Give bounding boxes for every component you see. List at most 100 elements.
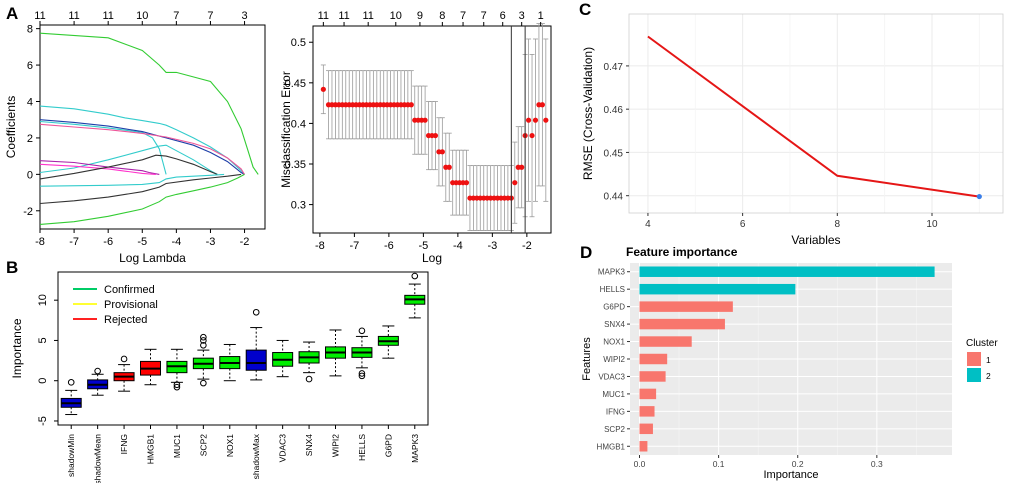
cv-error-point	[432, 132, 439, 139]
x-tick-label: 8	[835, 219, 841, 230]
y-tick-label: SCP2	[604, 425, 625, 434]
x-tick-label: VDAC3	[278, 434, 288, 463]
y-tick-label: 0.5	[291, 37, 306, 49]
coefficient-path-scp2	[39, 173, 225, 187]
cv-error-point	[320, 86, 326, 92]
coefficient-path-vdac3	[39, 160, 160, 175]
boruta-importance-boxplot: shadowMin shadowMean IFNG HMGB1 MUC1 SCP2 NOX1…	[10, 271, 429, 483]
x-tick-label: shadowMin	[66, 434, 76, 477]
y-tick-label: 0.46	[604, 105, 624, 116]
optimal-point	[976, 193, 982, 200]
x-tick-label: -6	[384, 240, 394, 252]
x-tick-label: SCP2	[198, 434, 208, 456]
y-axis-title: Importance	[10, 318, 24, 378]
top-axis-label: 11	[68, 10, 79, 22]
y-tick-label: 0.35	[285, 159, 306, 171]
y-tick-label: MAPK3	[598, 268, 626, 277]
x-tick-label: -8	[315, 240, 325, 252]
x-tick-label: -2	[240, 236, 250, 248]
x-axis-title: Importance	[763, 469, 818, 481]
cv-error-point	[463, 180, 470, 186]
legend-swatch-cluster-1	[967, 352, 981, 366]
lasso-cv-error-plot: -8 -7 -6 -5 -4 -3 -2 0.3 0.35 0.4 0.45 0.5 11 11 11 10 9…	[279, 10, 552, 265]
y-axis-title: Features	[581, 337, 593, 381]
cv-error-point	[529, 132, 535, 139]
importance-bar-nox1	[639, 336, 692, 347]
top-axis-label: 11	[34, 10, 45, 22]
y-tick-label: 0.3	[291, 200, 306, 212]
outlier-point	[94, 367, 101, 375]
top-axis-label: 3	[519, 10, 525, 22]
y-tick-label: 0	[37, 378, 49, 384]
top-axis-label: 7	[460, 10, 466, 22]
x-tick-label: -7	[350, 240, 360, 252]
legend-label: Rejected	[104, 314, 147, 326]
cv-error-point	[525, 117, 532, 123]
legend-title: Cluster	[966, 338, 998, 349]
cv-error-point	[543, 117, 549, 123]
cv-error-point	[512, 180, 518, 186]
outlier-point	[200, 337, 207, 344]
y-tick-label: NOX1	[603, 338, 625, 347]
y-axis-title: RMSE (Cross-Validation)	[581, 47, 595, 180]
x-tick-label: 0.3	[871, 459, 883, 469]
legend-label: Confirmed	[104, 284, 155, 296]
x-tick-label: -8	[35, 236, 45, 248]
outlier-point	[358, 327, 366, 335]
coefficient-path-muc1	[39, 163, 156, 175]
y-tick-label: 0.45	[285, 78, 306, 90]
x-tick-label: -6	[103, 236, 113, 248]
x-tick-label: HMGB1	[146, 434, 156, 465]
outlier-point	[305, 375, 313, 383]
cv-error-point	[422, 117, 428, 123]
top-axis-label: 9	[417, 10, 423, 22]
outlier-point	[200, 333, 207, 341]
x-tick-label: -4	[453, 240, 463, 252]
x-axis-title: Log	[422, 251, 442, 265]
y-tick-label: 0.4	[291, 118, 306, 130]
x-tick-label: 6	[740, 219, 746, 230]
x-tick-label: MUC1	[172, 434, 182, 458]
cv-error-point	[519, 164, 525, 170]
outlier-point	[252, 308, 260, 316]
cv-error-point	[439, 149, 445, 155]
top-axis-label: 8	[439, 10, 445, 22]
x-tick-label: SNX4	[304, 434, 314, 456]
top-axis-label: 11	[338, 10, 349, 22]
y-tick-label: SNX4	[604, 320, 625, 329]
importance-bar-snx4	[639, 318, 725, 330]
x-tick-label: G6PD	[383, 434, 393, 457]
top-axis-label: 7	[481, 10, 487, 22]
y-tick-label: 8	[27, 24, 33, 36]
y-tick-label: G6PD	[603, 303, 625, 312]
panel-label-c: C	[579, 0, 591, 19]
x-tick-label: IFNG	[119, 434, 129, 454]
x-tick-label: 0.2	[792, 459, 804, 469]
plot-frame	[628, 13, 1004, 214]
coefficient-path-shadow	[39, 173, 245, 225]
y-tick-label: 0.45	[604, 148, 624, 159]
x-tick-label: -7	[69, 236, 79, 248]
importance-bar-vdac3	[639, 371, 666, 382]
y-tick-label: -2	[23, 206, 33, 218]
x-tick-label: 10	[926, 219, 938, 230]
outlier-point	[411, 272, 419, 280]
x-tick-label: MAPK3	[410, 434, 420, 463]
x-tick-label: 0.1	[713, 459, 725, 469]
cv-error-point	[539, 102, 545, 108]
top-axis-label: 6	[500, 10, 506, 22]
importance-bar-mapk3	[639, 266, 935, 277]
importance-bar-hmgb1	[639, 441, 648, 452]
y-tick-label: 6	[27, 60, 33, 72]
top-axis-label: 10	[390, 10, 402, 22]
outlier-point	[173, 383, 181, 391]
y-tick-label: WIPI2	[603, 355, 625, 364]
legend-swatch-cluster-2	[967, 368, 981, 382]
importance-bar-g6pd	[639, 301, 733, 312]
y-tick-label: 2	[27, 133, 33, 145]
y-tick-label: 0	[27, 169, 33, 181]
x-tick-label: -5	[418, 240, 428, 252]
outlier-point	[358, 372, 366, 380]
coefficient-path-wipi2	[39, 144, 218, 175]
